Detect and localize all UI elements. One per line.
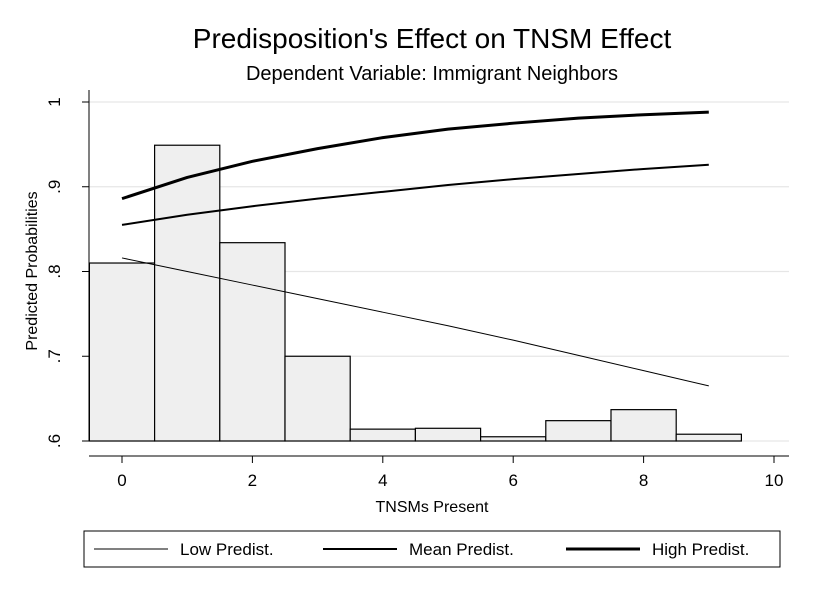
x-axis-ticks: 0 2 4 6 8 10 [117,456,783,490]
series-line-low-predist [121,257,709,387]
histogram-bar [219,242,286,442]
y-tick-label: .8 [45,264,64,278]
series-line-high-predist [121,110,709,201]
y-tick-label: .6 [45,434,64,448]
chart-title: Predisposition's Effect on TNSM Effect [193,23,672,54]
series-line-mean-predist [121,163,709,226]
y-tick-label: .7 [45,349,64,363]
x-axis-label: TNSMs Present [376,499,489,516]
prediction-lines [121,110,709,387]
histogram-bar [545,420,612,442]
legend-label: High Predist. [652,540,749,559]
legend-box [83,530,781,568]
y-tick-label: .9 [45,180,64,194]
x-tick-label: 2 [248,471,257,490]
x-tick-label: 0 [117,471,126,490]
histogram-bar [154,144,221,442]
histogram-bar [284,355,351,442]
legend: Low Predist. Mean Predist. High Predist. [94,540,749,559]
histogram-bar [414,427,482,442]
x-tick-label: 10 [765,471,784,490]
histogram-bar [480,436,547,442]
x-tick-label: 4 [378,471,387,490]
legend-label: Mean Predist. [409,540,514,559]
chart-subtitle: Dependent Variable: Immigrant Neighbors [246,63,618,85]
histogram-bar [675,433,743,442]
legend-label: Low Predist. [180,540,274,559]
histogram-bar [610,409,677,442]
x-tick-label: 8 [639,471,648,490]
histogram-bar [88,262,156,442]
histogram-bars [88,144,743,442]
x-tick-label: 6 [508,471,517,490]
y-tick-label: 1 [45,97,64,106]
histogram-bar [349,428,417,442]
y-axis-label: Predicted Probabilities [24,191,41,350]
y-axis-ticks: .6 .7 .8 .9 1 [45,97,89,448]
